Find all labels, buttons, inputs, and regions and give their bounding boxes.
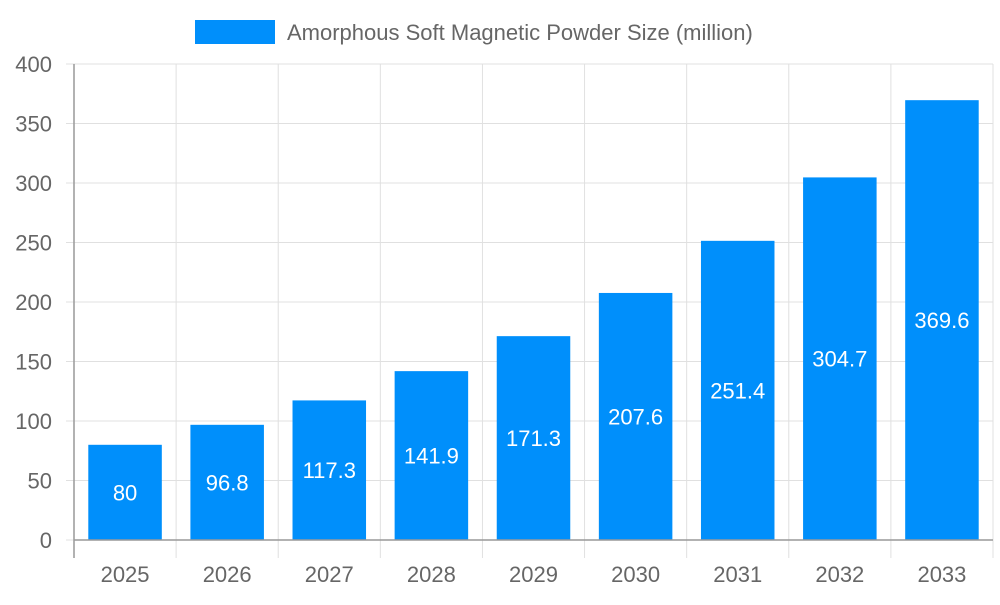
legend-swatch [195,20,275,44]
y-tick-label: 150 [15,350,52,375]
x-tick-label: 2026 [203,562,252,587]
y-tick-label: 0 [40,528,52,553]
data-label: 207.6 [608,404,663,429]
y-tick-label: 200 [15,290,52,315]
bar [394,371,469,540]
x-tick-label: 2031 [713,562,762,587]
bar [190,424,264,540]
x-tick-label: 2028 [407,562,456,587]
bar [496,336,571,540]
bar [700,240,775,541]
bar [598,292,673,540]
legend: Amorphous Soft Magnetic Powder Size (mil… [195,20,753,45]
bar [905,100,979,541]
bar [292,400,367,540]
data-label: 117.3 [303,458,356,483]
data-label: 369.6 [914,308,969,333]
y-tick-label: 350 [15,112,52,137]
y-tick-label: 300 [15,171,52,196]
x-tick-label: 2029 [509,562,558,587]
x-tick-label: 2025 [101,562,150,587]
y-tick-label: 50 [28,469,52,494]
y-tick-label: 400 [15,52,52,77]
bar [803,177,877,541]
x-tick-label: 2033 [917,562,966,587]
data-label: 80 [113,480,137,505]
data-label: 96.8 [206,470,249,495]
data-label: 171.3 [506,426,561,451]
data-label: 251.4 [710,378,765,403]
data-label: 304.7 [812,347,867,372]
bar [88,444,162,540]
x-tick-label: 2032 [815,562,864,587]
x-tick-label: 2027 [305,562,354,587]
legend-label: Amorphous Soft Magnetic Powder Size (mil… [287,20,753,45]
y-tick-label: 250 [15,231,52,256]
x-tick-label: 2030 [611,562,660,587]
data-label: 141.9 [404,444,459,469]
y-tick-label: 100 [15,409,52,434]
